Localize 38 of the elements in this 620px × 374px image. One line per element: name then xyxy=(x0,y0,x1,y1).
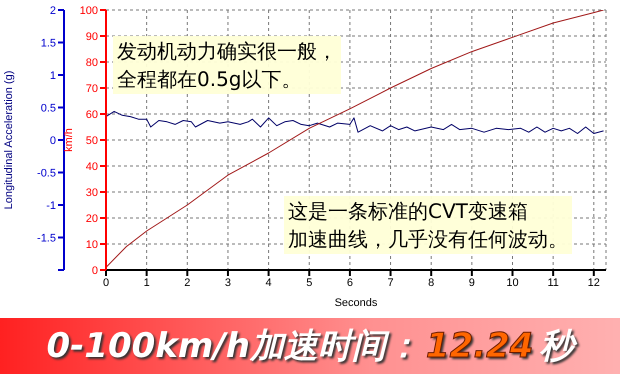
y-tick-label: 40 xyxy=(86,160,98,173)
x-tick-label: 12 xyxy=(588,276,600,289)
y-tick-label: 10 xyxy=(86,238,98,251)
y2-tick-label: 2 xyxy=(50,4,56,17)
x-tick-label: 1 xyxy=(144,276,150,289)
y2-axis-title: Longitudinal Acceleration (g) xyxy=(2,70,15,210)
x-tick-label: 0 xyxy=(102,276,110,289)
y-tick-label: 70 xyxy=(86,82,98,95)
x-tick-label: 7 xyxy=(387,276,394,289)
y-tick-label: 80 xyxy=(86,56,98,69)
x-tick-label: 3 xyxy=(224,276,232,289)
y2-tick-label: 0.5 xyxy=(40,102,56,114)
x-tick-label: 11 xyxy=(547,276,559,289)
x-tick-label: 2 xyxy=(184,276,190,289)
y-tick-label: 90 xyxy=(86,30,98,43)
y-tick-label: 20 xyxy=(86,212,98,225)
y-tick-label: 30 xyxy=(86,186,98,199)
y2-tick-label: 1 xyxy=(50,70,56,82)
x-tick-label: 4 xyxy=(266,276,272,289)
y2-tick-label: -1.5 xyxy=(37,232,56,244)
annotation: 发动机动力确实很一般，全程都在0.5g以下。 xyxy=(117,38,337,93)
y-tick-label: 50 xyxy=(86,134,98,147)
y-tick-label: 0 xyxy=(92,264,98,277)
y2-tick-label: -1 xyxy=(46,200,56,212)
y-tick-label: 100 xyxy=(80,4,98,17)
x-tick-label: 6 xyxy=(346,276,353,289)
y-tick-label: 60 xyxy=(86,108,98,121)
x-axis-title: Seconds xyxy=(334,297,378,309)
y2-tick-label: 1.5 xyxy=(40,37,56,50)
y-axis-title: km/h xyxy=(62,128,75,152)
x-tick-label: 9 xyxy=(468,276,475,289)
x-tick-label: 5 xyxy=(306,276,312,289)
x-tick-label: 8 xyxy=(428,276,434,289)
annotation: 这是一条标准的CVT变速箱加速曲线，几乎没有任何波动。 xyxy=(288,198,568,253)
line-series xyxy=(106,110,604,134)
y2-tick-label: -0.5 xyxy=(37,167,56,180)
y2-tick-label: 0 xyxy=(50,134,56,147)
x-tick-label: 10 xyxy=(506,276,519,289)
